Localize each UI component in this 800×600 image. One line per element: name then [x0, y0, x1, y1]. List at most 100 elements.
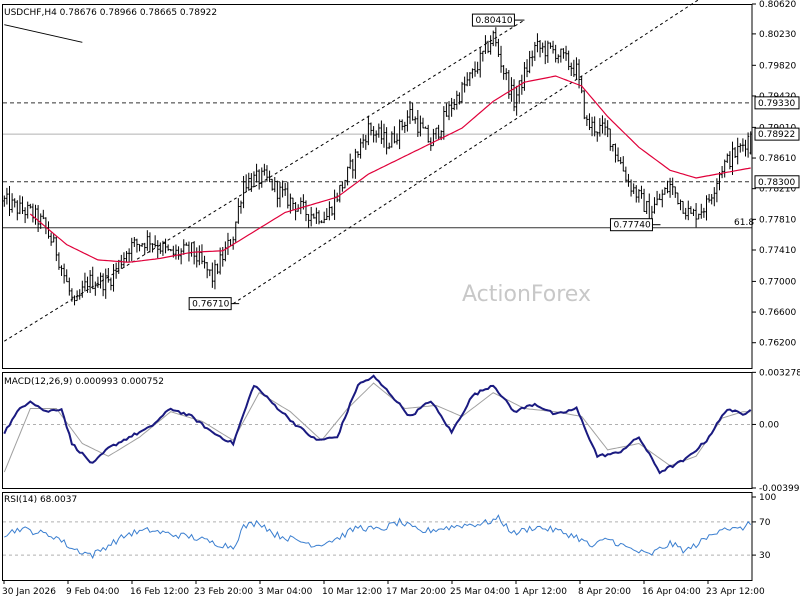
price-bar [572, 59, 576, 77]
price-bar [406, 110, 409, 132]
price-bar [557, 54, 560, 64]
price-bar [151, 243, 154, 253]
price-bar [590, 116, 594, 137]
price-bar [442, 106, 446, 140]
price-bar [479, 47, 482, 78]
price-bar [354, 148, 357, 179]
price-bar [21, 196, 24, 215]
support-level-box [754, 175, 800, 189]
price-bar [736, 137, 739, 165]
price-bar [481, 50, 485, 62]
price-bar [642, 188, 646, 212]
price-bar [388, 142, 391, 150]
price-bar [42, 209, 45, 220]
price-bar [237, 198, 240, 224]
price-bar [624, 166, 628, 183]
price-bar [185, 242, 188, 246]
price-bar [588, 113, 591, 131]
pane-frames [2, 4, 753, 581]
price-bar [726, 153, 729, 163]
price-bar [562, 48, 565, 59]
price-bar [655, 190, 659, 206]
price-bar [109, 277, 113, 291]
price-bar [377, 123, 381, 138]
price-bar [471, 68, 474, 79]
price-bar [195, 247, 198, 268]
trendline [232, 0, 700, 305]
price-bar [122, 252, 126, 268]
price-bar [468, 72, 472, 87]
price-tick-label: 0.76600 [759, 308, 796, 318]
price-bar [715, 178, 719, 203]
price-bar [281, 180, 284, 198]
price-bar [499, 45, 503, 73]
price-bar [257, 169, 261, 190]
price-bar [260, 167, 263, 188]
price-bar [31, 203, 35, 223]
price-tick-label: 0.77810 [759, 215, 796, 225]
price-bar [78, 289, 81, 300]
resistance-level-box [754, 96, 800, 110]
price-bar [307, 213, 310, 229]
price-bar [88, 270, 92, 294]
rsi-tick-label: 100 [759, 493, 776, 503]
price-bar [661, 189, 664, 208]
price-bar [203, 255, 206, 269]
price-bar [515, 85, 518, 116]
price-bar [434, 127, 438, 140]
price-bar [68, 277, 71, 296]
price-bar [492, 30, 495, 47]
time-tick-label: 16 Feb 12:00 [130, 587, 189, 597]
price-bar [663, 187, 667, 195]
price-bar [746, 132, 750, 158]
trendline [4, 24, 83, 43]
price-bar [286, 181, 289, 209]
price-tick-label: 0.78610 [759, 154, 796, 164]
price-bar [694, 203, 698, 228]
price-bar [346, 166, 349, 186]
price-bar [348, 153, 352, 170]
price-bar [81, 280, 84, 298]
price-bar [502, 65, 505, 80]
price-bar [239, 200, 243, 214]
price-bar [486, 40, 490, 54]
price-bar [739, 143, 742, 153]
price-bar [55, 236, 58, 262]
price-bar [125, 251, 128, 262]
macd-line [3, 374, 752, 475]
price-bar [16, 200, 19, 221]
time-tick-label: 8 Apr 20:00 [578, 587, 631, 597]
price-tick-label: 0.77000 [759, 277, 796, 287]
price-bar [161, 240, 165, 256]
price-bar [138, 243, 141, 252]
price-bar [395, 133, 399, 145]
price-bar [234, 221, 237, 243]
price-bar [596, 131, 599, 142]
price-tick-label: 0.76200 [759, 339, 796, 349]
price-bar [18, 195, 22, 215]
price-bar [744, 139, 747, 157]
price-bar [687, 200, 690, 221]
price-bar [697, 213, 700, 220]
price-bar [289, 193, 292, 214]
price-bar [403, 121, 407, 133]
price-bar [622, 156, 625, 172]
price-bar [689, 206, 693, 214]
price-bar [294, 202, 297, 221]
price-bar [148, 232, 152, 253]
price-bar [385, 127, 388, 155]
price-bar [518, 80, 521, 104]
price-bar [484, 35, 487, 54]
price-bar [544, 40, 547, 65]
price-bar [512, 79, 516, 112]
price-bar [83, 272, 87, 292]
price-bar [681, 200, 685, 214]
price-bar [341, 181, 344, 192]
price-bar [242, 175, 245, 209]
price-bar [705, 195, 708, 221]
price-bar [458, 92, 461, 105]
price-bar [94, 281, 97, 296]
price-bar [424, 126, 427, 129]
price-bar [182, 239, 185, 255]
